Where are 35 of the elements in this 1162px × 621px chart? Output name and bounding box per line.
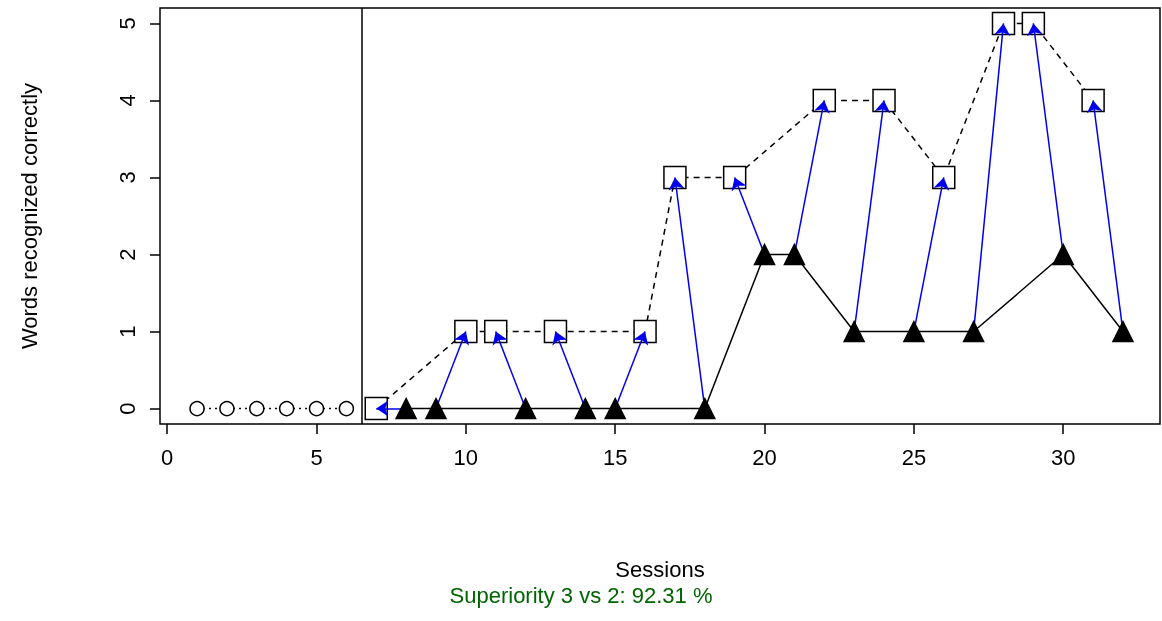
x-tick-label: 20 [752,444,777,470]
x-axis-title: Sessions [615,556,705,582]
point [843,320,865,343]
y-tick-label: 4 [114,94,140,107]
point [753,243,776,266]
point [219,400,235,417]
point [338,400,355,417]
y-tick-label: 1 [114,325,140,338]
point [694,397,716,420]
point [783,243,806,266]
y-tick-label: 0 [114,402,140,415]
y-tick-label: 2 [114,248,140,261]
x-tick-label: 30 [1050,444,1076,470]
point [1112,320,1134,343]
point [962,320,985,343]
point [425,397,447,420]
point [249,400,265,417]
x-tick-label: 0 [161,444,174,470]
x-tick-label: 15 [602,444,628,470]
point [514,397,537,420]
point [604,397,626,420]
x-tick-label: 25 [901,444,927,470]
y-tick-label: 5 [114,17,140,30]
point [1052,243,1074,266]
x-tick-label: 10 [453,444,479,470]
x-tick-label: 5 [310,444,323,470]
y-tick-label: 3 [114,171,140,184]
point [903,320,925,343]
point [278,400,295,417]
point [395,397,417,420]
y-axis-title: Words recognized correctly [16,82,42,350]
text: Superiority 3 vs 2: 92.31 % [449,582,713,608]
point [308,400,325,417]
point [574,397,597,420]
point [189,400,205,417]
